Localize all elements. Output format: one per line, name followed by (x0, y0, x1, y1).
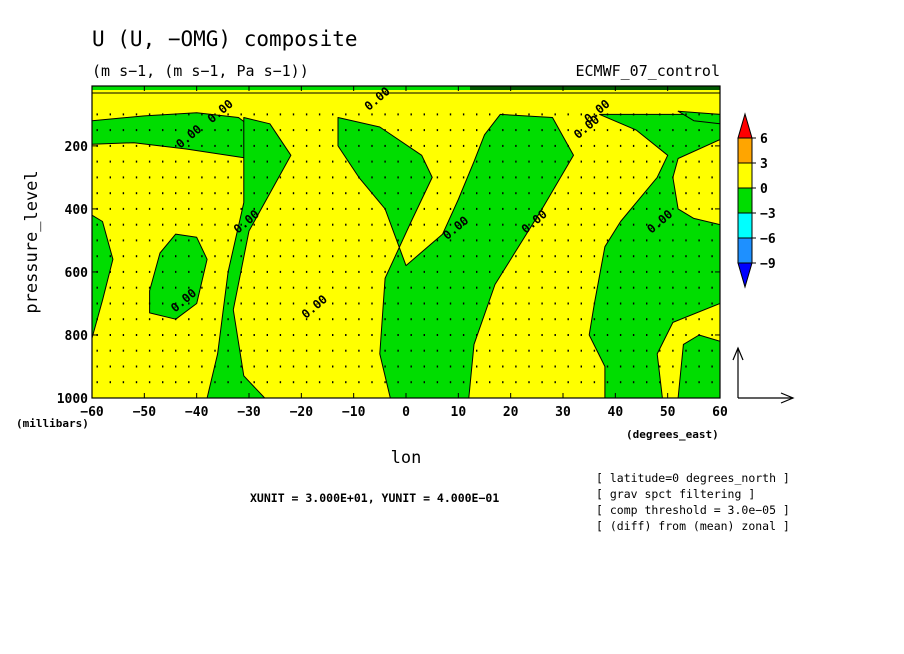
dataset-label: ECMWF_07_control (576, 62, 721, 80)
x-axis-label: lon (391, 448, 422, 468)
region-band-2 (337, 113, 574, 398)
x-tick-label: 10 (451, 405, 467, 420)
colorbar-band (737, 212, 753, 239)
colorbar-band (737, 187, 753, 214)
x-tick-label: 60 (712, 405, 728, 420)
colorbar-top-arrow (737, 112, 753, 139)
x-tick-label: 20 (503, 405, 519, 420)
y-tick-label: 200 (65, 140, 89, 155)
y-unit-label: (millibars) (16, 417, 89, 430)
plot-area: 0.000.000.000.00 0.000.00 0.000.000.000.00… (57, 84, 728, 420)
notes: [ latitude=0 degrees_north ] [ grav spct… (596, 471, 790, 533)
x-tick-label: 40 (608, 405, 624, 420)
note-filtering: [ grav spct filtering ] (596, 487, 755, 501)
chart-title: U (U, −OMG) composite (92, 27, 358, 51)
vector-reference (732, 346, 795, 404)
note-diff: [ (diff) from (mean) zonal ] (596, 519, 790, 533)
x-axis-ticks: −60 −50 −40 −30 −20 −10 0 10 20 30 40 50 60 (80, 86, 728, 420)
note-threshold: [ comp threshold = 3.0e−05 ] (596, 503, 790, 517)
top-dense-vectors (470, 86, 720, 90)
vector-ref-up-head (732, 346, 744, 361)
y-axis-ticks: 200 400 600 800 1000 (57, 140, 720, 407)
colorbar-bottom-arrow (737, 262, 753, 289)
y-tick-label: 800 (65, 329, 89, 344)
colorbar: 6 3 0 −3 −6 −9 (737, 112, 776, 289)
vector-ref-right-head (780, 392, 795, 404)
region-west-blob (149, 233, 208, 320)
colorbar-band (737, 237, 753, 264)
x-unit-label: (degrees_east) (626, 428, 719, 441)
colorbar-band (737, 137, 753, 164)
x-tick-label: −30 (237, 405, 261, 420)
region-band-3 (588, 113, 720, 398)
colorbar-label: −3 (760, 207, 776, 222)
x-tick-label: 0 (402, 405, 410, 420)
note-latitude: [ latitude=0 degrees_north ] (596, 471, 790, 485)
colorbar-label: 0 (760, 182, 768, 197)
region-east-top (677, 110, 720, 125)
region-west-low (92, 214, 114, 339)
colorbar-label: −6 (760, 232, 776, 247)
y-axis-label: pressure_level (22, 170, 42, 313)
x-tick-label: −20 (290, 405, 314, 420)
y-tick-label: 400 (65, 203, 89, 218)
x-tick-label: −40 (185, 405, 209, 420)
colorbar-label: 6 (760, 132, 768, 147)
x-tick-label: −50 (133, 405, 157, 420)
x-tick-label: 50 (660, 405, 676, 420)
vector-field (96, 113, 713, 384)
x-tick-label: 30 (555, 405, 571, 420)
colorbar-label: −9 (760, 257, 776, 272)
x-tick-label: −10 (342, 405, 366, 420)
unit-scale-label: XUNIT = 3.000E+01, YUNIT = 4.000E−01 (250, 491, 499, 505)
y-tick-label: 1000 (57, 392, 88, 407)
colorbar-label: 3 (760, 157, 768, 172)
x-tick-label: −60 (80, 405, 104, 420)
chart-subtitle: (m s−1, (m s−1, Pa s−1)) (92, 62, 309, 80)
colorbar-band (737, 162, 753, 189)
y-tick-label: 600 (65, 266, 89, 281)
